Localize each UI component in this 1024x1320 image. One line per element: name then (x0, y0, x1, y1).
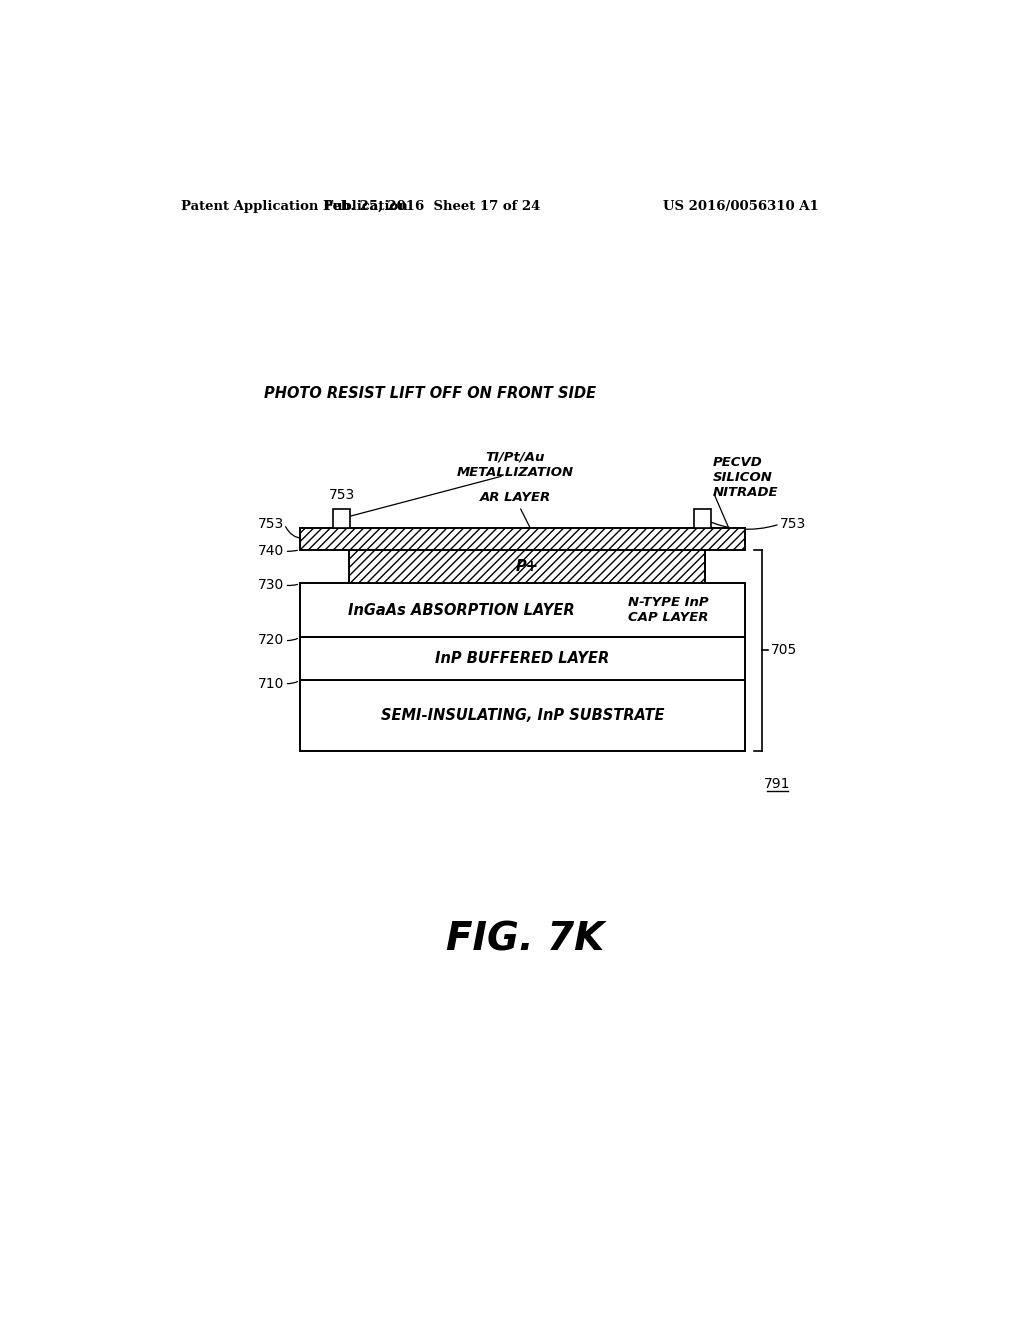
Text: PHOTO RESIST LIFT OFF ON FRONT SIDE: PHOTO RESIST LIFT OFF ON FRONT SIDE (263, 385, 596, 401)
Text: 705: 705 (771, 643, 798, 657)
Text: 710: 710 (258, 677, 285, 690)
Text: Patent Application Publication: Patent Application Publication (180, 199, 408, 213)
Text: 753: 753 (779, 517, 806, 531)
Text: InP BUFFERED LAYER: InP BUFFERED LAYER (435, 651, 609, 667)
Text: P+: P+ (516, 558, 539, 574)
Bar (334, 508, 350, 528)
Text: Feb. 25, 2016  Sheet 17 of 24: Feb. 25, 2016 Sheet 17 of 24 (324, 199, 540, 213)
Bar (349, 549, 706, 583)
Text: 753: 753 (258, 517, 285, 531)
Text: 791: 791 (764, 776, 791, 791)
Text: FIG. 7K: FIG. 7K (445, 921, 604, 958)
Text: US 2016/0056310 A1: US 2016/0056310 A1 (663, 199, 818, 213)
Text: 753: 753 (329, 488, 355, 502)
Bar (300, 681, 744, 751)
Text: SEMI-INSULATING, InP SUBSTRATE: SEMI-INSULATING, InP SUBSTRATE (381, 709, 665, 723)
Text: N-TYPE InP
CAP LAYER: N-TYPE InP CAP LAYER (628, 597, 709, 624)
Text: TI/Pt/Au
METALLIZATION: TI/Pt/Au METALLIZATION (457, 451, 574, 479)
Text: 730: 730 (258, 578, 285, 591)
Bar (693, 508, 711, 528)
Bar (300, 638, 744, 681)
Text: InGaAs ABSORPTION LAYER: InGaAs ABSORPTION LAYER (348, 603, 574, 618)
Bar (300, 528, 744, 549)
Bar (300, 583, 744, 638)
Text: PECVD
SILICON
NITRADE: PECVD SILICON NITRADE (713, 457, 778, 499)
Text: 720: 720 (258, 634, 285, 647)
Text: AR LAYER: AR LAYER (480, 491, 551, 504)
Text: 740: 740 (258, 544, 285, 558)
